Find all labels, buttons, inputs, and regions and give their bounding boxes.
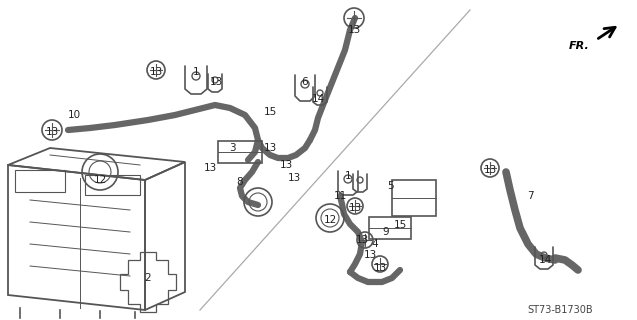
Text: 2: 2 (145, 273, 152, 283)
Text: 12: 12 (94, 175, 106, 185)
Text: 13: 13 (210, 77, 222, 87)
Text: 5: 5 (387, 181, 393, 191)
Text: 3: 3 (229, 143, 235, 153)
Text: 7: 7 (527, 191, 533, 201)
Text: 14: 14 (538, 255, 552, 265)
Text: 13: 13 (363, 250, 376, 260)
Bar (369, 217, 411, 239)
Text: 13: 13 (287, 173, 301, 183)
Text: 1: 1 (345, 171, 352, 181)
Text: 13: 13 (355, 235, 369, 245)
Text: 13: 13 (483, 165, 497, 175)
Text: 13: 13 (348, 203, 362, 213)
Text: 13: 13 (347, 25, 361, 35)
Text: 1: 1 (192, 67, 199, 77)
Bar (218, 141, 262, 163)
Text: 13: 13 (149, 67, 162, 77)
Text: 15: 15 (394, 220, 406, 230)
Text: 13: 13 (263, 143, 276, 153)
Text: 6: 6 (302, 77, 308, 87)
Text: 13: 13 (203, 163, 217, 173)
Text: FR.: FR. (569, 41, 590, 51)
Text: 4: 4 (371, 239, 378, 249)
Text: 9: 9 (383, 227, 389, 237)
Text: 13: 13 (45, 127, 59, 137)
Text: 13: 13 (373, 263, 387, 273)
Text: 8: 8 (237, 177, 243, 187)
Bar (392, 180, 436, 216)
Text: 14: 14 (311, 94, 325, 104)
Text: 12: 12 (324, 215, 336, 225)
Text: 11: 11 (333, 191, 347, 201)
Text: 15: 15 (263, 107, 276, 117)
Text: 10: 10 (68, 110, 80, 120)
Text: ST73-B1730B: ST73-B1730B (527, 305, 593, 315)
Text: 13: 13 (280, 160, 292, 170)
